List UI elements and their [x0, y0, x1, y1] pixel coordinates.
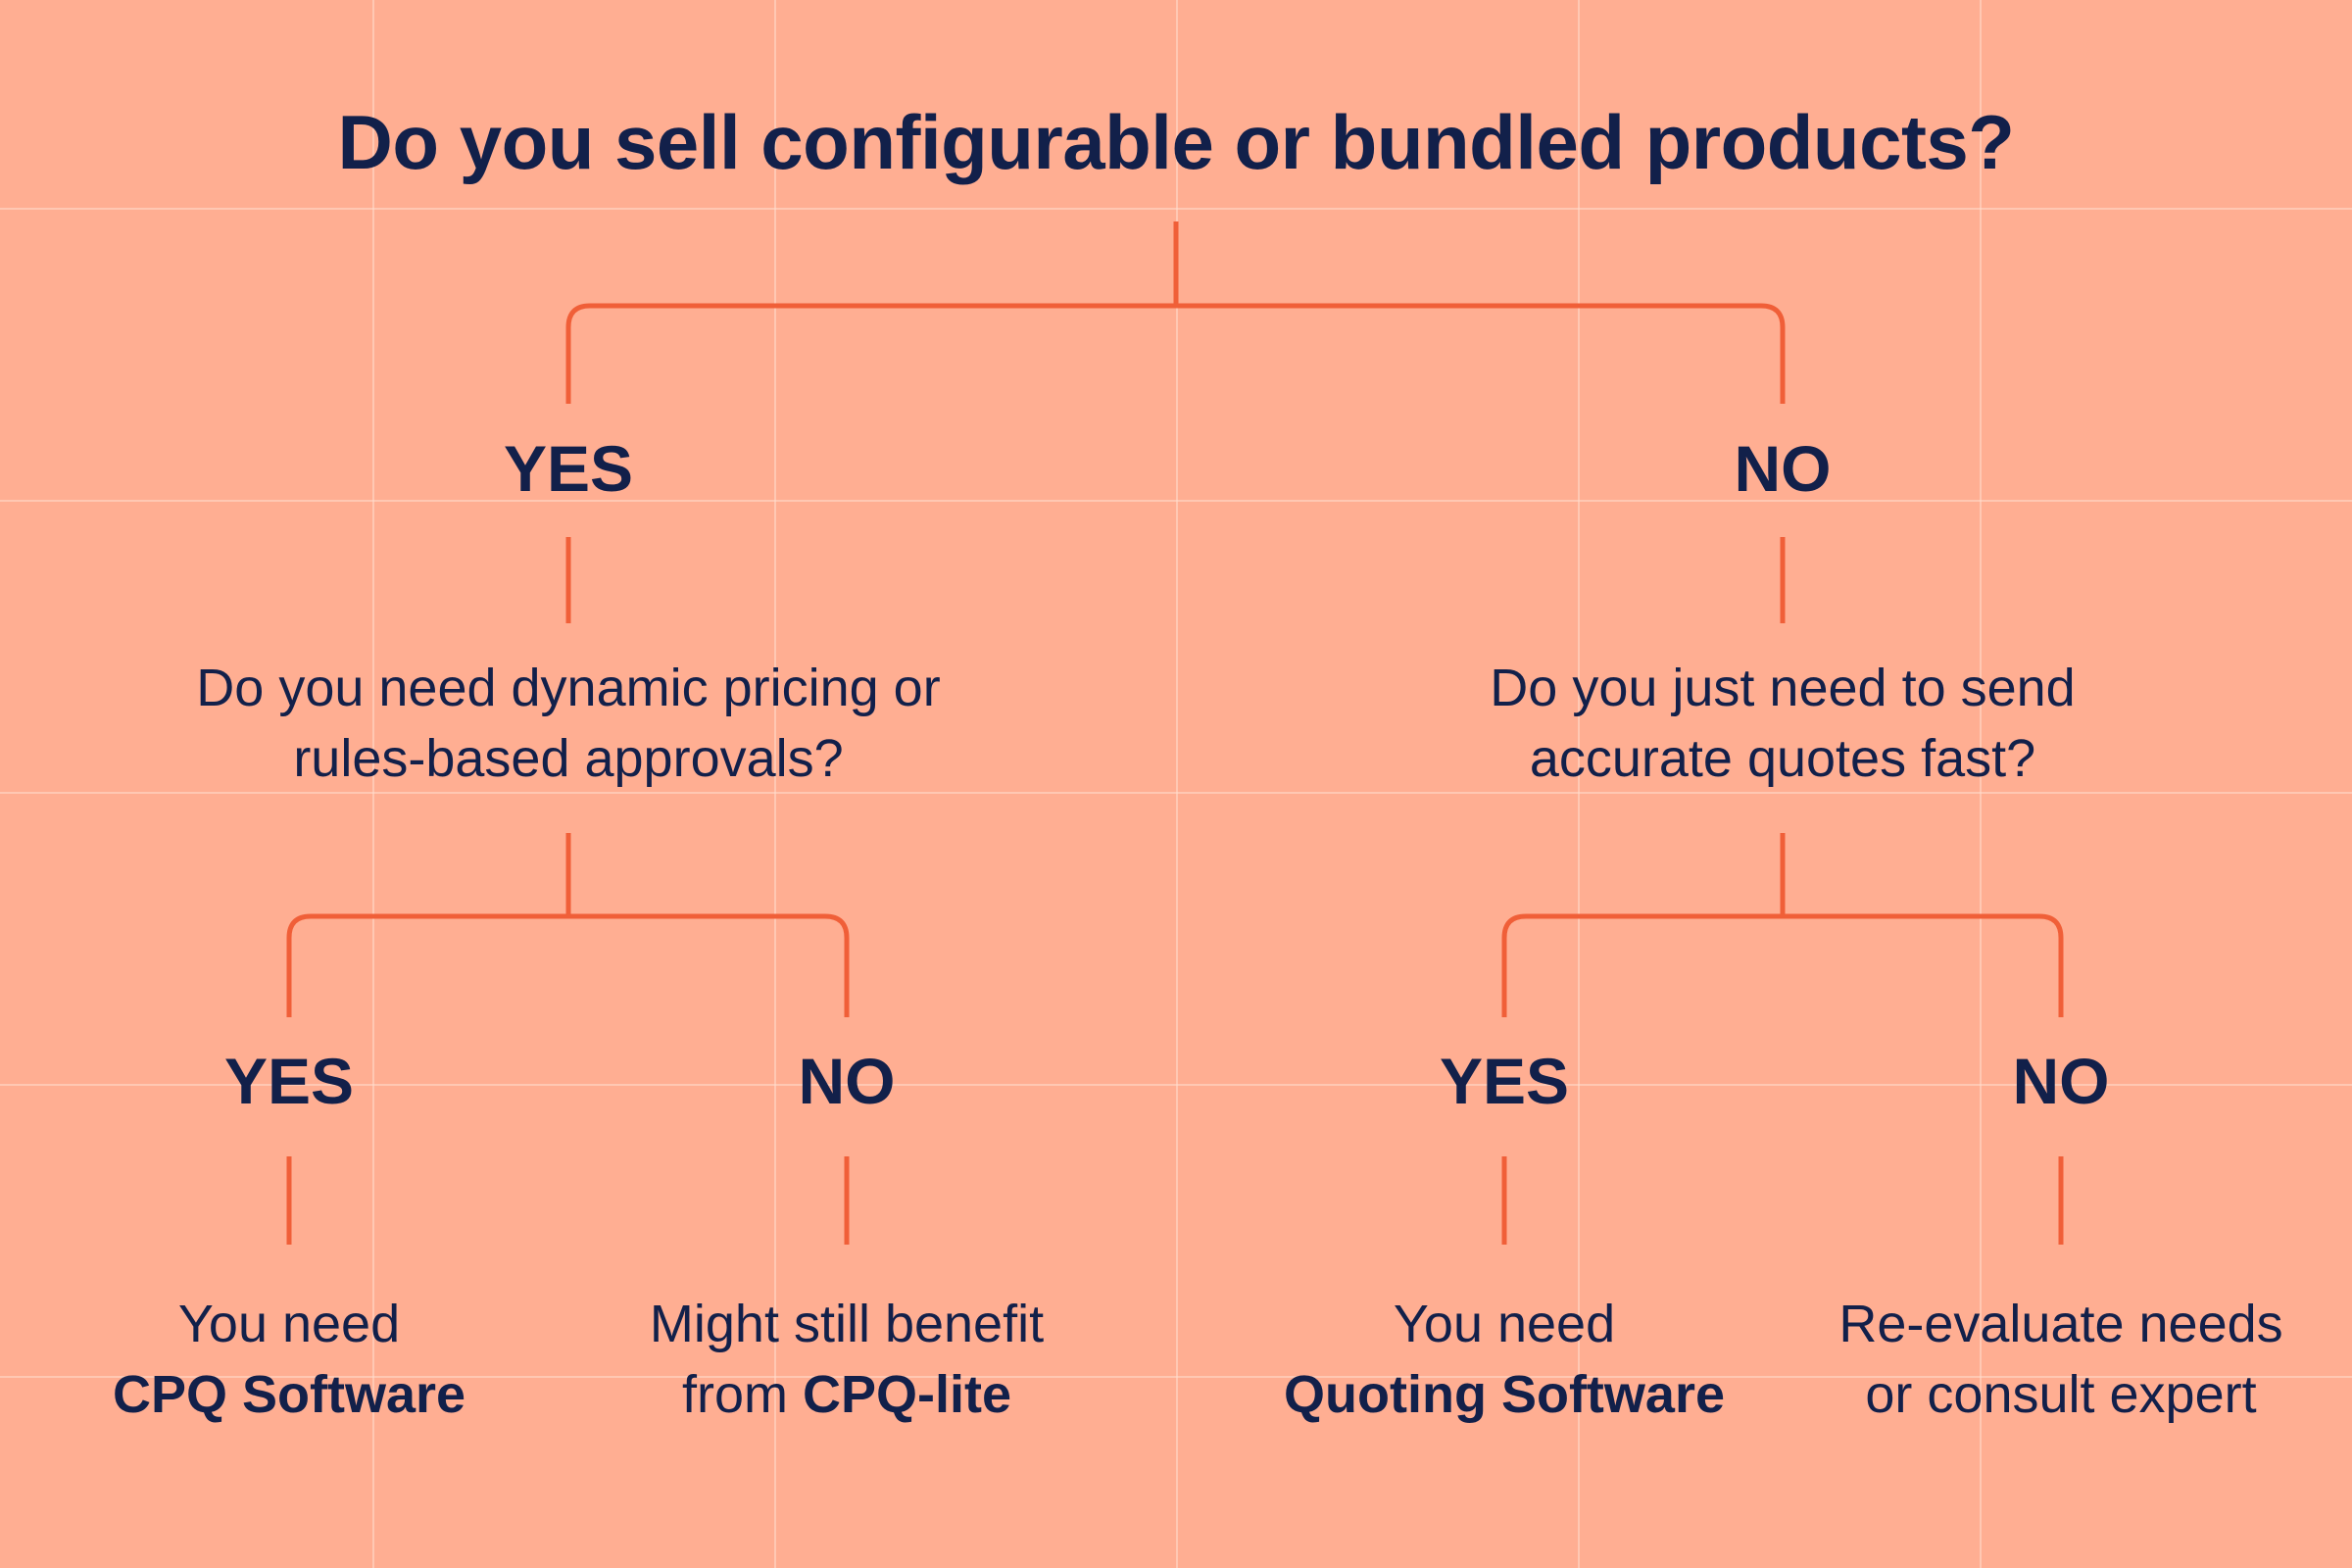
outcome-highlight: CPQ-lite — [802, 1365, 1012, 1424]
right-question: Do you just need to send accurate quotes… — [1490, 653, 2075, 794]
left-question-line: Do you need dynamic pricing or — [196, 659, 941, 717]
outcome-line: You need — [177, 1295, 401, 1353]
grid-line — [0, 1084, 2352, 1086]
outcome-line: Might still benefit — [649, 1295, 1045, 1353]
outcome-highlight: CPQ Software — [112, 1365, 466, 1424]
root-branch — [565, 303, 1786, 404]
outcome-line-prefix: from — [681, 1365, 803, 1424]
outcome-cpq-lite: Might still benefit from CPQ-lite — [650, 1289, 1044, 1430]
outcome-line: You need — [1393, 1295, 1616, 1353]
right-yes-answer: YES — [1439, 1045, 1570, 1117]
outcome-quoting-software: You need Quoting Software — [1284, 1289, 1725, 1430]
left-question: Do you need dynamic pricing or rules-bas… — [196, 653, 940, 794]
grid-line — [0, 208, 2352, 210]
grid-line — [1578, 0, 1580, 1568]
left-no-answer: NO — [798, 1045, 896, 1117]
grid-line — [0, 500, 2352, 502]
right-question-line: Do you just need to send — [1490, 659, 2076, 717]
right-branch — [1501, 913, 2064, 1017]
outcome-reevaluate: Re-evaluate needs or consult expert — [1838, 1289, 2282, 1430]
outcome-line: Re-evaluate needs — [1838, 1295, 2283, 1353]
grid-line — [1176, 0, 1178, 1568]
left-yes-answer: YES — [223, 1045, 355, 1117]
left-branch — [286, 913, 850, 1017]
grid-line — [1980, 0, 1982, 1568]
right-no-answer: NO — [2012, 1045, 2110, 1117]
right-question-line: accurate quotes fast? — [1529, 729, 2036, 788]
diagram-title: Do you sell configurable or bundled prod… — [337, 99, 2015, 185]
left-question-line: rules-based approvals? — [293, 729, 844, 788]
right-no-label: NO — [1734, 432, 1832, 505]
grid-line — [372, 0, 374, 1568]
grid-line — [0, 792, 2352, 794]
left-yes-label: YES — [503, 432, 634, 505]
grid-line — [774, 0, 776, 1568]
outcome-line: or consult expert — [1865, 1365, 2257, 1424]
grid-line — [0, 1376, 2352, 1378]
outcome-cpq-software: You need CPQ Software — [113, 1289, 466, 1430]
outcome-highlight: Quoting Software — [1284, 1365, 1725, 1424]
